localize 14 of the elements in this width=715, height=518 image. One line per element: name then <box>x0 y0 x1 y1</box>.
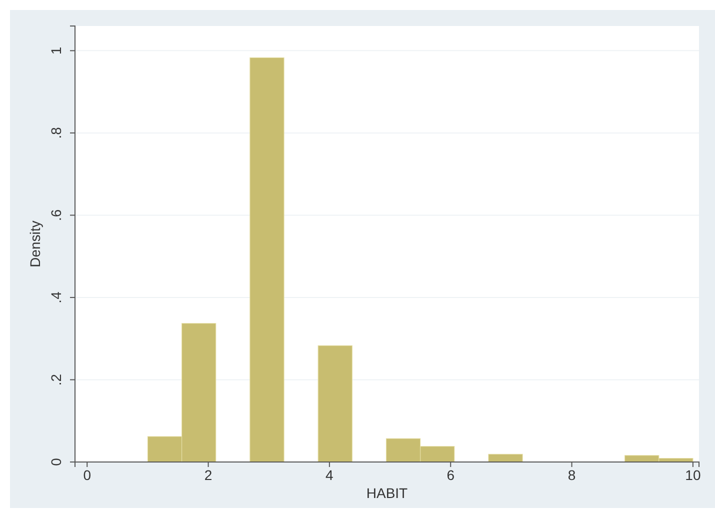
y-tick-label: .4 <box>48 291 64 304</box>
y-tick-label: 0 <box>48 458 64 466</box>
x-axis-title: HABIT <box>366 485 408 501</box>
x-tick-label: 2 <box>204 466 212 483</box>
x-tick-label: 4 <box>326 466 334 483</box>
x-tick-label: 8 <box>568 466 576 483</box>
y-tick-label: .6 <box>48 209 64 222</box>
y-axis-title: Density <box>27 220 43 268</box>
x-tick-label: 0 <box>83 466 92 483</box>
y-tick-label: .8 <box>48 126 64 139</box>
x-tick-label: 10 <box>685 466 701 483</box>
y-tick-label: 1 <box>48 46 64 55</box>
y-tick-label: .2 <box>48 374 64 386</box>
x-tick-label: 6 <box>446 466 455 483</box>
